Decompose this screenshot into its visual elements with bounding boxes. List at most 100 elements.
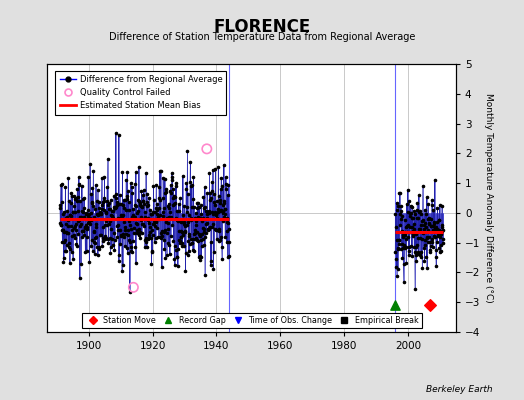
- Point: [147, 261, 156, 267]
- Point: [171, 193, 179, 200]
- Point: [85, 215, 94, 221]
- Point: [192, 222, 201, 228]
- Point: [99, 238, 107, 244]
- Point: [193, 199, 201, 206]
- Point: [399, 232, 407, 238]
- Point: [82, 222, 91, 228]
- Point: [117, 215, 126, 222]
- Point: [218, 256, 226, 262]
- Point: [81, 225, 89, 231]
- Point: [209, 221, 217, 228]
- Point: [161, 254, 170, 261]
- Point: [87, 191, 95, 197]
- Point: [137, 217, 145, 223]
- Point: [196, 236, 205, 243]
- Point: [192, 210, 200, 216]
- Point: [438, 222, 446, 228]
- Point: [400, 242, 408, 248]
- Point: [401, 217, 409, 223]
- Point: [105, 221, 113, 228]
- Point: [192, 236, 201, 243]
- Point: [138, 221, 147, 228]
- Point: [197, 253, 205, 260]
- Point: [398, 240, 406, 247]
- Point: [64, 230, 72, 236]
- Point: [413, 241, 421, 248]
- Point: [62, 228, 71, 235]
- Point: [159, 195, 168, 202]
- Point: [72, 220, 80, 227]
- Point: [66, 246, 74, 252]
- Point: [157, 230, 166, 236]
- Point: [112, 191, 121, 197]
- Point: [114, 132, 123, 138]
- Point: [433, 204, 442, 211]
- Point: [104, 202, 112, 209]
- Point: [92, 234, 101, 240]
- Point: [121, 243, 129, 250]
- Point: [185, 248, 193, 254]
- Legend: Station Move, Record Gap, Time of Obs. Change, Empirical Break: Station Move, Record Gap, Time of Obs. C…: [82, 312, 421, 328]
- Point: [432, 254, 440, 261]
- Point: [435, 245, 443, 252]
- Point: [140, 223, 149, 230]
- Point: [166, 188, 174, 194]
- Point: [103, 156, 112, 162]
- Point: [117, 201, 125, 208]
- Point: [77, 223, 85, 229]
- Point: [59, 211, 67, 217]
- Point: [132, 220, 140, 226]
- Point: [215, 193, 223, 199]
- Point: [191, 236, 199, 242]
- Point: [208, 209, 216, 215]
- Point: [99, 199, 107, 205]
- Point: [194, 254, 203, 260]
- Point: [409, 233, 417, 240]
- Point: [141, 244, 149, 250]
- Point: [157, 234, 165, 241]
- Point: [176, 218, 184, 224]
- Point: [167, 174, 176, 180]
- Point: [208, 224, 216, 230]
- Point: [205, 197, 214, 203]
- Point: [100, 198, 108, 204]
- Point: [123, 196, 131, 202]
- Point: [176, 238, 184, 245]
- Point: [57, 181, 66, 187]
- Point: [159, 209, 167, 215]
- Point: [204, 226, 213, 232]
- Point: [209, 211, 217, 217]
- Point: [114, 222, 122, 228]
- Point: [414, 214, 422, 221]
- Point: [162, 230, 171, 236]
- Point: [72, 243, 81, 249]
- Point: [80, 232, 89, 238]
- Point: [60, 239, 69, 245]
- Point: [412, 258, 421, 264]
- Point: [107, 197, 115, 204]
- Point: [117, 232, 125, 239]
- Point: [411, 251, 420, 258]
- Point: [88, 198, 96, 205]
- Point: [162, 188, 170, 195]
- Point: [420, 237, 429, 243]
- Point: [194, 204, 203, 210]
- Point: [200, 225, 208, 232]
- Point: [105, 206, 114, 212]
- Point: [75, 181, 84, 188]
- Point: [71, 194, 80, 201]
- Point: [416, 235, 424, 242]
- Point: [193, 238, 202, 244]
- Point: [192, 217, 200, 224]
- Point: [86, 217, 95, 224]
- Point: [66, 212, 74, 218]
- Point: [137, 214, 146, 220]
- Point: [412, 207, 421, 213]
- Point: [170, 243, 179, 249]
- Point: [199, 236, 207, 242]
- Point: [200, 242, 209, 248]
- Point: [410, 221, 418, 227]
- Point: [214, 209, 222, 215]
- Point: [411, 210, 420, 217]
- Point: [143, 190, 151, 197]
